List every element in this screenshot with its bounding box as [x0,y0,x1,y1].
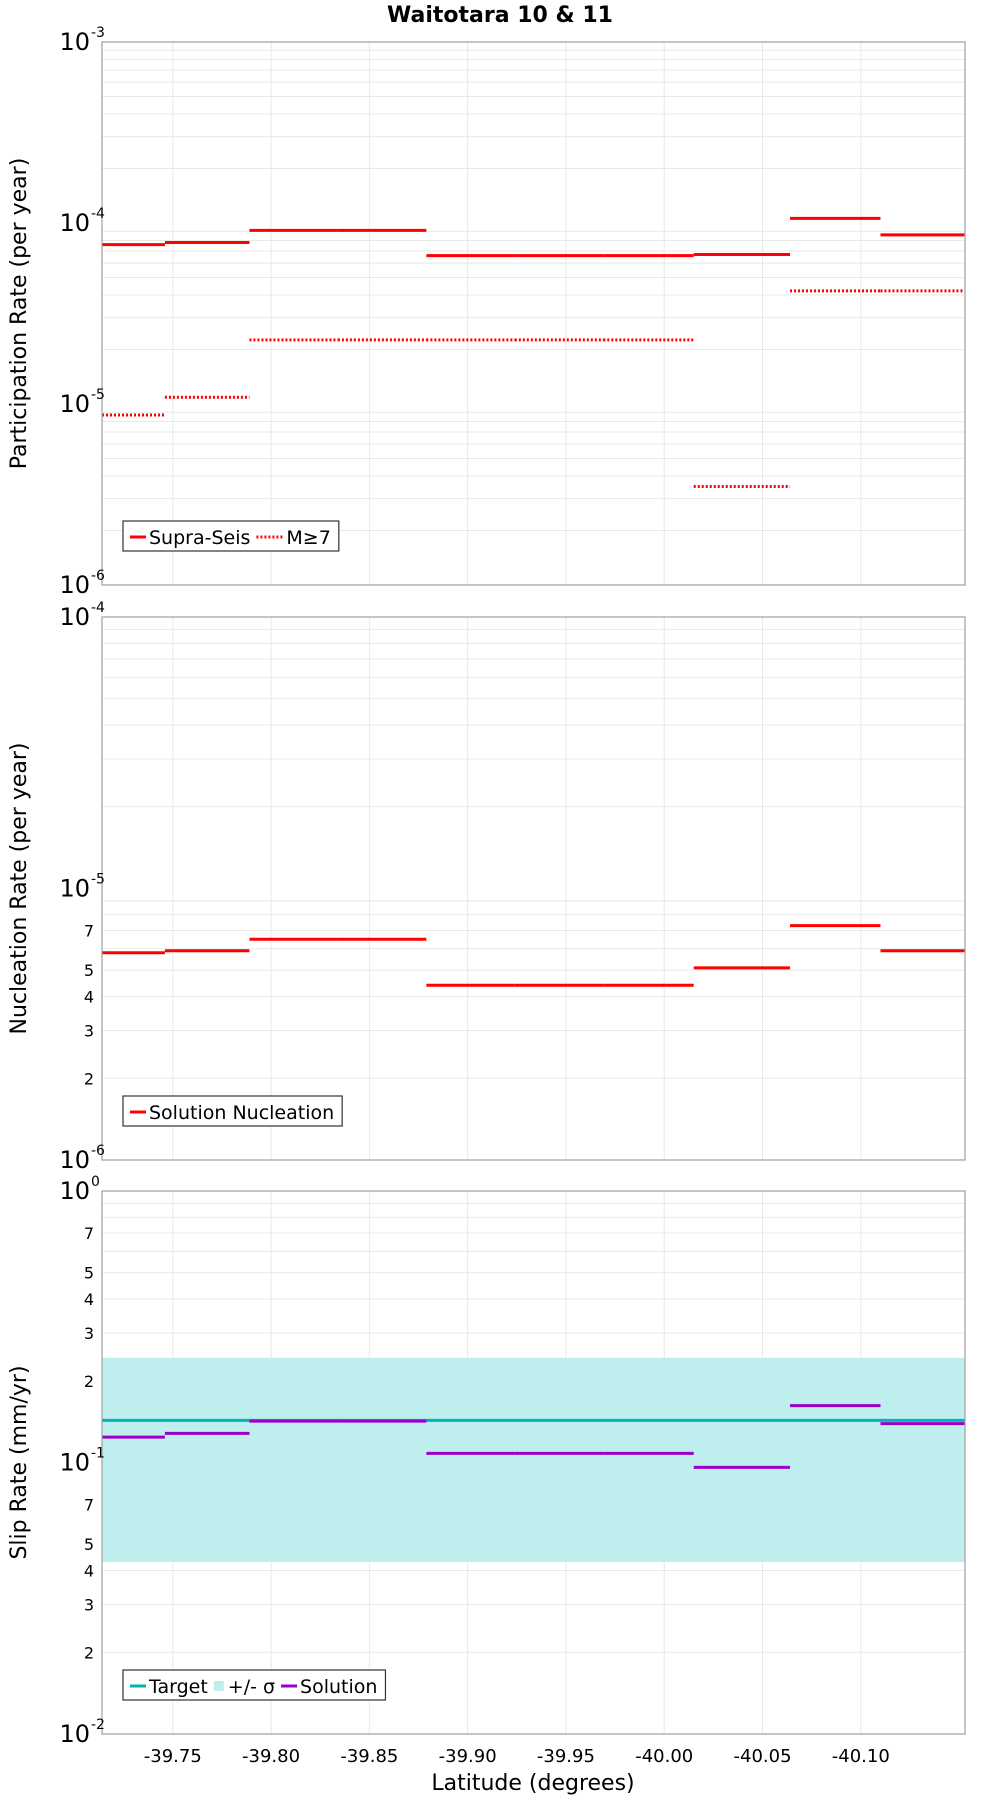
y-minor-tick-label: 7 [84,922,94,941]
x-tick-label: -40.00 [635,1746,693,1767]
legend: Target +/- σ Solution [122,1669,387,1701]
y-major-tick-label: 10 [59,390,90,418]
x-tick-label: -39.85 [340,1746,398,1767]
y-tick-exponent: -4 [91,206,105,222]
series-solution [102,1404,965,1469]
legend-label: Target [148,1676,208,1698]
y-minor-tick-label: 5 [84,961,94,980]
y-axis-label: Nucleation Rate (per year) [7,743,32,1035]
y-tick-exponent: -6 [91,568,105,584]
x-axis-label: Latitude (degrees) [431,1771,634,1796]
y-axis-label: Slip Rate (mm/yr) [7,1365,32,1559]
y-minor-tick-label: 2 [84,1643,94,1662]
y-major-tick-label: 10 [59,1720,90,1748]
legend-box [122,520,340,552]
y-major-tick-label: 10 [59,875,90,903]
y-major-tick-label: 10 [59,209,90,237]
legend-label: M≥7 [286,527,330,549]
y-minor-tick-label: 7 [84,1224,94,1243]
y-major-tick-label: 10 [59,1449,90,1477]
y-tick-exponent: -6 [91,1143,105,1159]
y-minor-tick-label: 3 [84,1021,94,1040]
y-major-tick-label: 10 [59,571,90,599]
y-major-tick-label: 10 [59,1146,90,1174]
legend-swatch [213,1681,224,1691]
x-tick-label: -39.95 [537,1746,595,1767]
plot-frame [101,616,966,1161]
series-solution-nucleation [102,924,965,987]
x-tick-label: -40.05 [734,1746,792,1767]
legend-label: Solution Nucleation [149,1102,334,1124]
x-tick-label: -39.80 [242,1746,300,1767]
y-tick-exponent: -1 [91,1446,105,1462]
y-tick-exponent: -5 [91,387,105,403]
legend: Supra-Seis M≥7 [122,520,340,552]
legend: Solution Nucleation [122,1095,343,1127]
y-minor-tick-label: 3 [84,1324,94,1343]
x-tick-label: -40.10 [832,1746,890,1767]
chart-title: Waitotara 10 & 11 [387,3,613,28]
series-m-7 [102,289,965,489]
sigma-band [102,1357,965,1563]
legend-box [122,1669,387,1701]
y-axis-label: Participation Rate (per year) [7,158,32,470]
y-minor-tick-label: 5 [84,1264,94,1283]
x-axis: -39.75 -39.80 -39.85 -39.90 -39.95 -40.00 -40.… [144,1746,890,1767]
legend-label: Solution [300,1676,377,1698]
y-minor-tick-label: 5 [84,1535,94,1554]
y-tick-exponent: -4 [91,600,105,616]
y-minor-tick-label: 4 [84,988,94,1007]
y-minor-tick-label: 3 [84,1595,94,1614]
legend-box [122,1095,343,1127]
y-tick-exponent: -5 [91,872,105,888]
legend-label: +/- σ [228,1676,275,1698]
plot-frame [101,41,966,586]
y-major-tick-label: 10 [59,1177,90,1205]
y-tick-exponent: -2 [91,1717,105,1733]
y-minor-tick-label: 2 [84,1069,94,1088]
y-minor-tick-label: 4 [84,1290,94,1309]
x-tick-label: -39.90 [439,1746,497,1767]
legend-label: Supra-Seis [149,527,250,549]
y-major-tick-label: 10 [59,603,90,631]
series-supra-seis [102,216,965,258]
y-minor-tick-label: 2 [84,1372,94,1391]
y-minor-tick-label: 4 [84,1562,94,1581]
y-tick-exponent: -3 [91,25,105,41]
x-tick-label: -39.75 [144,1746,202,1767]
plot-frame [101,1190,966,1735]
y-minor-tick-label: 7 [84,1496,94,1515]
y-tick-exponent: 0 [91,1174,100,1190]
y-major-tick-label: 10 [59,28,90,56]
